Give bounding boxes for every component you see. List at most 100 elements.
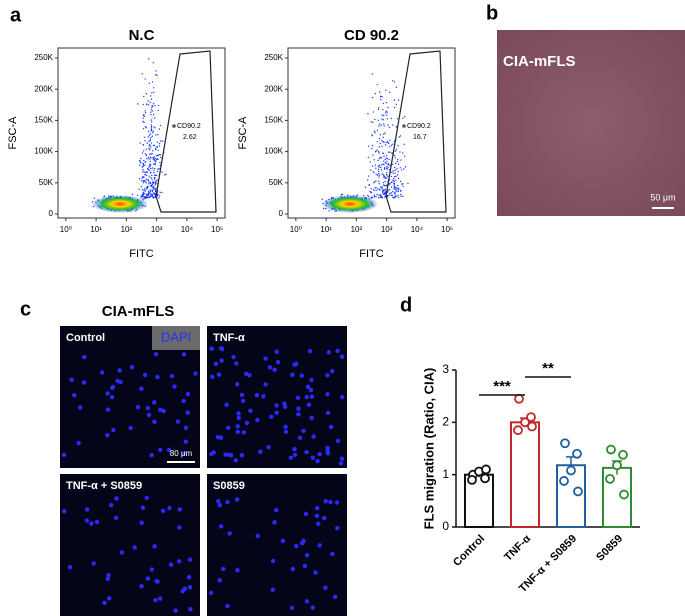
event-dot (143, 180, 145, 183)
data-point (526, 412, 536, 423)
nucleus (233, 458, 239, 463)
nucleus (111, 427, 116, 433)
nucleus (139, 520, 144, 526)
event-dot (157, 149, 159, 152)
event-dot (393, 99, 396, 101)
nucleus (209, 346, 214, 351)
event-dot (375, 180, 377, 182)
event-dot (395, 179, 397, 181)
event-dot (148, 166, 150, 168)
nucleus (270, 558, 276, 564)
nucleus (217, 578, 222, 583)
event-dot (142, 171, 144, 173)
event-dot (151, 106, 153, 109)
event-dot (371, 73, 374, 75)
event-dot (388, 189, 391, 191)
event-dot (378, 197, 380, 199)
nucleus (236, 411, 241, 416)
nucleus (240, 398, 246, 404)
event-dot (149, 165, 152, 167)
nucleus (218, 435, 224, 440)
event-dot (139, 164, 141, 167)
event-dot (395, 86, 398, 88)
field-label: Control (66, 332, 105, 344)
event-dot (392, 191, 394, 193)
nucleus (153, 597, 158, 603)
event-dot (154, 183, 157, 186)
event-dot (382, 140, 384, 143)
nucleus (261, 394, 266, 399)
event-dot (375, 173, 377, 176)
nucleus (128, 425, 133, 431)
data-point (612, 460, 622, 471)
nucleus (289, 605, 295, 611)
nucleus (69, 377, 74, 382)
event-dot (387, 189, 389, 191)
event-dot (374, 164, 377, 166)
event-dot (372, 96, 374, 99)
nucleus (272, 367, 277, 372)
event-dot (394, 188, 396, 190)
x-tick-label: 10⁴ (181, 225, 194, 234)
nucleus (185, 410, 190, 415)
event-dot (394, 169, 396, 171)
nucleus (166, 447, 172, 452)
nucleus (234, 361, 239, 366)
event-dot (382, 191, 384, 193)
event-dot (402, 185, 404, 187)
nucleus (144, 495, 149, 501)
event-dot (384, 188, 387, 191)
event-dot (145, 180, 147, 182)
event-dot (385, 177, 388, 179)
event-dot (378, 170, 380, 173)
event-dot (148, 130, 150, 133)
nucleus (167, 505, 172, 511)
event-dot (143, 115, 146, 118)
event-dot (395, 188, 397, 191)
nucleus (113, 515, 119, 520)
event-dot (152, 181, 154, 184)
event-dot (149, 133, 152, 135)
nucleus (303, 511, 309, 517)
event-dot (385, 101, 388, 104)
event-dot (387, 166, 389, 168)
stain-box (152, 326, 200, 350)
event-dot (384, 185, 386, 187)
event-dot (158, 195, 161, 197)
event-dot (370, 121, 372, 123)
event-dot (367, 195, 370, 198)
event-dot (374, 118, 376, 121)
event-dot (390, 171, 392, 173)
event-dot (152, 131, 154, 134)
event-dot (142, 163, 145, 165)
nucleus (325, 410, 331, 416)
event-dot (381, 186, 384, 189)
nucleus (142, 372, 148, 378)
x-tick-label: 10² (351, 225, 363, 234)
event-dot (381, 173, 383, 175)
nucleus (316, 521, 321, 526)
nucleus (183, 425, 189, 431)
event-dot (379, 95, 382, 97)
event-dot (158, 167, 160, 170)
event-dot (142, 120, 144, 123)
event-dot (156, 154, 159, 157)
y-tick-label: 0 (279, 209, 284, 218)
event-dot (395, 103, 398, 106)
event-dot (382, 114, 385, 117)
event-dot (165, 173, 167, 176)
event-dot (149, 160, 151, 163)
event-dot (153, 144, 156, 147)
event-dot (379, 156, 382, 159)
event-dot (383, 196, 386, 198)
panel-label: a (10, 4, 22, 26)
event-dot (131, 193, 134, 196)
nucleus (216, 372, 222, 377)
event-dot (138, 159, 141, 162)
event-dot (397, 145, 399, 147)
gate (155, 50, 217, 213)
event-dot (399, 135, 402, 137)
x-tick-label: 10⁰ (60, 225, 72, 234)
nucleus (61, 452, 67, 458)
event-dot (144, 173, 146, 175)
